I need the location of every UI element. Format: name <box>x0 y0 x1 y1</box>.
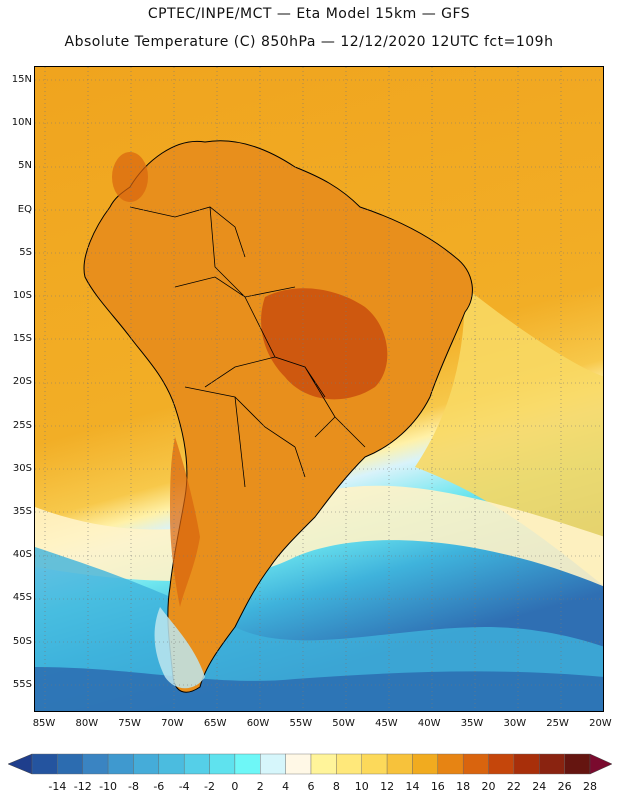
colorbar-label: -10 <box>99 780 118 793</box>
colorbar-label: -14 <box>48 780 67 793</box>
colorbar-box <box>513 753 540 775</box>
colorbar-box <box>183 753 210 775</box>
lat-label: 55S <box>12 678 32 690</box>
colorbar-label: 26 <box>557 780 572 793</box>
patagonia-cool <box>154 607 205 689</box>
colorbar-label: 22 <box>506 780 521 793</box>
colorbar-arrow-low <box>7 753 33 775</box>
colorbar-box <box>158 753 185 775</box>
colorbar-label: -6 <box>153 780 165 793</box>
lat-label: 45S <box>12 592 32 604</box>
colorbar-box <box>412 753 439 775</box>
colorbar-box <box>539 753 565 775</box>
lat-label: 35S <box>12 506 32 517</box>
lat-label: 50S <box>12 635 32 647</box>
lat-label: 30S <box>12 462 32 474</box>
lat-label: 10N <box>11 117 32 129</box>
lon-label: 40W <box>417 718 441 729</box>
colorbar-box <box>209 753 236 775</box>
colorbar-label: 2 <box>256 780 264 793</box>
colorbar-arrow-high <box>589 753 613 775</box>
colorbar-label: 10 <box>354 780 369 793</box>
temperature-map <box>34 66 604 712</box>
colorbar-label: -4 <box>178 780 190 793</box>
colorbar-label: -2 <box>204 780 216 793</box>
lon-label: 45W <box>375 718 398 729</box>
colorbar <box>7 753 613 775</box>
lat-label: EQ <box>17 203 32 215</box>
lat-label: 15N <box>11 74 32 85</box>
lon-label: 35W <box>460 718 484 729</box>
lon-label: 80W <box>75 718 99 729</box>
colorbar-box <box>462 753 489 775</box>
colorbar-box <box>386 753 413 775</box>
colorbar-label: 18 <box>456 780 471 793</box>
lon-label: 75W <box>118 718 141 729</box>
lat-label: 10S <box>12 290 32 301</box>
colorbar-label: -12 <box>73 780 92 793</box>
lat-label: 15S <box>12 333 32 345</box>
colorbar-box <box>234 753 261 775</box>
andes-strip <box>170 437 200 607</box>
colorbar-label: 14 <box>405 780 420 793</box>
colorbar-box <box>361 753 388 775</box>
lon-label: 20W <box>589 718 612 729</box>
atlantic-warm-band <box>415 287 603 586</box>
colorbar-box <box>260 753 286 775</box>
colorbar-label: 8 <box>332 780 340 793</box>
colorbar-label: 20 <box>481 780 496 793</box>
colorbar-box <box>31 753 58 775</box>
lon-label: 60W <box>246 718 270 729</box>
colorbar-box <box>437 753 464 775</box>
lat-label: 40S <box>12 549 32 561</box>
colorbar-box <box>285 753 312 775</box>
colorbar-label: 12 <box>380 780 395 793</box>
colorbar-label: 28 <box>583 780 597 793</box>
lat-label: 5S <box>19 246 32 258</box>
colorbar-label: 4 <box>282 780 290 793</box>
lon-label: 70W <box>161 718 184 729</box>
lon-label: 55W <box>289 718 313 729</box>
lat-label: 5N <box>18 160 32 172</box>
lon-label: 85W <box>32 718 56 729</box>
colorbar-label: 24 <box>532 780 547 793</box>
map-subtitle: Absolute Temperature (C) 850hPa — 12/12/… <box>64 34 554 50</box>
colorbar-label: 6 <box>307 780 315 793</box>
lon-label: 50W <box>332 718 355 729</box>
lon-label: 65W <box>203 718 227 729</box>
graticule <box>35 67 603 711</box>
lat-label: 25S <box>12 419 32 431</box>
country-borders <box>129 206 366 488</box>
colorbar-box <box>107 753 134 775</box>
colorbar-box <box>310 753 337 775</box>
lon-label: 25W <box>546 718 569 729</box>
lat-label: 20S <box>12 376 32 388</box>
map-title: CPTEC/INPE/MCT — Eta Model 15km — GFS <box>147 6 471 22</box>
colorbar-box <box>82 753 109 775</box>
colorbar-label: -8 <box>127 780 139 793</box>
colorbar-label: 16 <box>430 780 445 793</box>
north-hot-patch <box>112 152 148 202</box>
lon-label: 30W <box>503 718 527 729</box>
colorbar-box <box>57 753 83 775</box>
colorbar-box <box>133 753 160 775</box>
colorbar-box <box>564 753 591 775</box>
colorbar-label: 0 <box>231 780 239 793</box>
hot-core <box>261 288 388 400</box>
colorbar-box <box>488 753 515 775</box>
colorbar-box <box>336 753 362 775</box>
